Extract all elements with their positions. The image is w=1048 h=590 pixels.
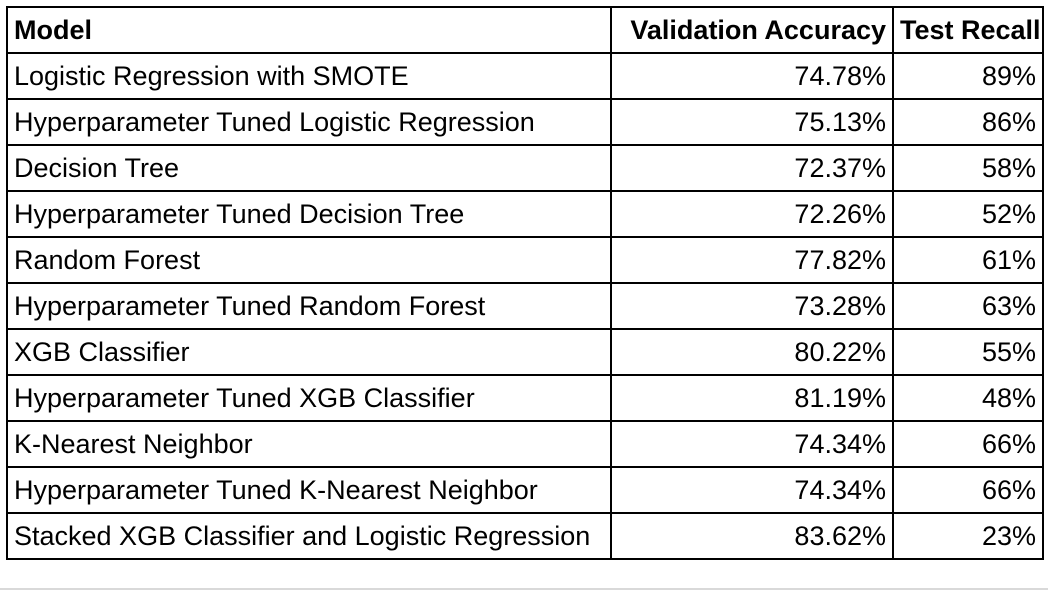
cell-test-recall: 63% xyxy=(892,282,1044,330)
cell-validation-accuracy: 83.62% xyxy=(610,512,894,560)
table-row: Hyperparameter Tuned XGB Classifier 81.1… xyxy=(6,374,1044,422)
table-header-row: Model Validation Accuracy Test Recall xyxy=(6,6,1044,54)
cell-test-recall: 55% xyxy=(892,328,1044,376)
cell-model: Random Forest xyxy=(6,236,612,284)
cell-model: Hyperparameter Tuned Decision Tree xyxy=(6,190,612,238)
cell-model: Hyperparameter Tuned Random Forest xyxy=(6,282,612,330)
table-row: XGB Classifier 80.22% 55% xyxy=(6,328,1044,376)
model-comparison-table: Model Validation Accuracy Test Recall Lo… xyxy=(6,6,1044,560)
cell-test-recall: 86% xyxy=(892,98,1044,146)
cell-model: Hyperparameter Tuned XGB Classifier xyxy=(6,374,612,422)
cell-model: Decision Tree xyxy=(6,144,612,192)
cell-model: Hyperparameter Tuned K-Nearest Neighbor xyxy=(6,466,612,514)
table-row: Hyperparameter Tuned K-Nearest Neighbor … xyxy=(6,466,1044,514)
cell-model: K-Nearest Neighbor xyxy=(6,420,612,468)
table-row: Stacked XGB Classifier and Logistic Regr… xyxy=(6,512,1044,560)
cell-validation-accuracy: 72.26% xyxy=(610,190,894,238)
cell-model: XGB Classifier xyxy=(6,328,612,376)
table-row: Hyperparameter Tuned Random Forest 73.28… xyxy=(6,282,1044,330)
cell-model: Hyperparameter Tuned Logistic Regression xyxy=(6,98,612,146)
cell-validation-accuracy: 74.34% xyxy=(610,466,894,514)
cell-test-recall: 58% xyxy=(892,144,1044,192)
cell-validation-accuracy: 72.37% xyxy=(610,144,894,192)
cell-validation-accuracy: 73.28% xyxy=(610,282,894,330)
table-row: Hyperparameter Tuned Decision Tree 72.26… xyxy=(6,190,1044,238)
cell-test-recall: 66% xyxy=(892,466,1044,514)
bottom-gridline xyxy=(0,588,1048,590)
table-row: Hyperparameter Tuned Logistic Regression… xyxy=(6,98,1044,146)
cell-validation-accuracy: 81.19% xyxy=(610,374,894,422)
header-model: Model xyxy=(6,6,612,54)
cell-test-recall: 23% xyxy=(892,512,1044,560)
table-row: Logistic Regression with SMOTE 74.78% 89… xyxy=(6,52,1044,100)
cell-test-recall: 66% xyxy=(892,420,1044,468)
header-validation-accuracy: Validation Accuracy xyxy=(610,6,894,54)
cell-validation-accuracy: 80.22% xyxy=(610,328,894,376)
cell-model: Stacked XGB Classifier and Logistic Regr… xyxy=(6,512,612,560)
header-test-recall: Test Recall xyxy=(892,6,1044,54)
cell-model: Logistic Regression with SMOTE xyxy=(6,52,612,100)
cell-test-recall: 89% xyxy=(892,52,1044,100)
table-row: Decision Tree 72.37% 58% xyxy=(6,144,1044,192)
cell-validation-accuracy: 77.82% xyxy=(610,236,894,284)
cell-test-recall: 52% xyxy=(892,190,1044,238)
cell-validation-accuracy: 74.34% xyxy=(610,420,894,468)
cell-test-recall: 61% xyxy=(892,236,1044,284)
cell-validation-accuracy: 74.78% xyxy=(610,52,894,100)
table-row: Random Forest 77.82% 61% xyxy=(6,236,1044,284)
cell-test-recall: 48% xyxy=(892,374,1044,422)
table-row: K-Nearest Neighbor 74.34% 66% xyxy=(6,420,1044,468)
cell-validation-accuracy: 75.13% xyxy=(610,98,894,146)
